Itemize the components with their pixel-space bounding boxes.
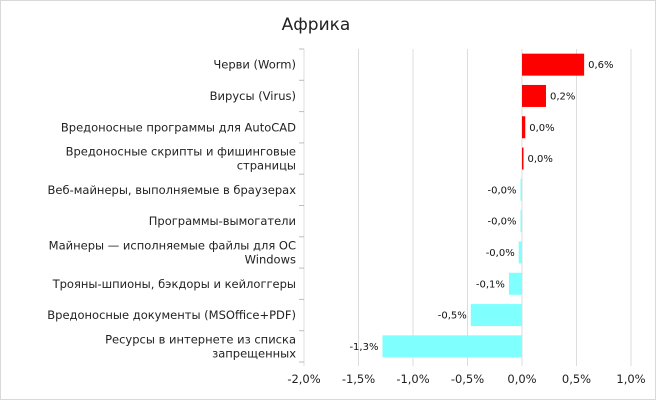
value-label: 0,0% xyxy=(529,123,554,134)
bar xyxy=(520,210,522,233)
bar xyxy=(522,84,546,107)
category-label: Майнеры — исполняемые файлы для ОС Window… xyxy=(49,238,296,266)
category-label-line: Программы-вымогатели xyxy=(149,214,296,228)
category-label: Вредоносные программы для AutoCAD xyxy=(61,120,296,134)
bar xyxy=(518,241,522,264)
x-tick-label: 0,5% xyxy=(562,372,591,386)
category-label-line: Веб-майнеры, выполняемые в браузерах xyxy=(48,183,297,197)
bars xyxy=(382,53,585,358)
x-tick-label: -2,0% xyxy=(287,372,320,386)
category-label: Вредоносные скрипты и фишинговые страницы xyxy=(66,145,296,173)
category-label: Черви (Worm) xyxy=(213,58,296,72)
value-label: -0,0% xyxy=(486,248,515,259)
category-labels: Черви (Worm) Вирусы (Virus) Вредоносные пр… xyxy=(47,58,296,361)
value-label: 0,0% xyxy=(528,154,553,165)
category-label: Вредоносные документы (MSOffice+PDF) xyxy=(47,308,296,322)
category-label-line: Черви (Worm) xyxy=(213,58,296,72)
bar xyxy=(522,53,585,76)
category-label-line: Ресурсы в интернете из списка xyxy=(105,332,296,346)
bar xyxy=(522,147,524,170)
value-label: -0,0% xyxy=(487,185,516,196)
category-label-line: Windows xyxy=(245,252,296,266)
category-label-line: страницы xyxy=(237,159,296,173)
category-label: Программы-вымогатели xyxy=(149,214,296,228)
x-tick-label: 1,0% xyxy=(616,372,645,386)
category-label: Вирусы (Virus) xyxy=(210,89,296,103)
category-label-line: Трояны-шпионы, бэкдоры и кейлоггеры xyxy=(52,277,296,291)
value-label: -0,1% xyxy=(476,279,505,290)
x-tick-label: -1,5% xyxy=(342,372,375,386)
category-label-line: Майнеры — исполняемые файлы для ОС xyxy=(49,238,296,252)
bar xyxy=(382,335,522,358)
x-axis-tick-labels: -2,0% -1,5% -1,0% -0,5% 0,0% 0,5% 1,0% xyxy=(287,372,645,386)
value-labels: 0,6% 0,2% 0,0% 0,0% -0,0% -0,0% -0,0% -0,1% -0,5… xyxy=(349,60,613,353)
category-label-line: Вредоносные скрипты и фишинговые xyxy=(66,145,296,159)
category-ticks xyxy=(299,48,304,363)
category-label-line: Вредоносные документы (MSOffice+PDF) xyxy=(47,308,296,322)
gridlines xyxy=(303,49,632,366)
category-label-line: Вирусы (Virus) xyxy=(210,89,296,103)
x-tick-label: -1,0% xyxy=(396,372,429,386)
bar xyxy=(520,178,522,201)
bar xyxy=(470,304,522,327)
chart-title: Африка xyxy=(282,15,351,35)
x-tick-label: -0,5% xyxy=(451,372,484,386)
value-label: 0,6% xyxy=(588,60,613,71)
category-label-line: Вредоносные программы для AutoCAD xyxy=(61,120,296,134)
bar xyxy=(522,116,526,139)
category-label: Ресурсы в интернете из списка запрещенных xyxy=(105,332,296,360)
value-label: -0,5% xyxy=(438,311,467,322)
value-label: 0,2% xyxy=(550,91,575,102)
category-label-line: запрещенных xyxy=(212,346,296,360)
bar xyxy=(508,272,522,295)
x-tick-label: 0,0% xyxy=(507,372,536,386)
value-label: -1,3% xyxy=(349,342,378,353)
category-label: Веб-майнеры, выполняемые в браузерах xyxy=(48,183,297,197)
value-label: -0,0% xyxy=(487,217,516,228)
category-label: Трояны-шпионы, бэкдоры и кейлоггеры xyxy=(52,277,296,291)
